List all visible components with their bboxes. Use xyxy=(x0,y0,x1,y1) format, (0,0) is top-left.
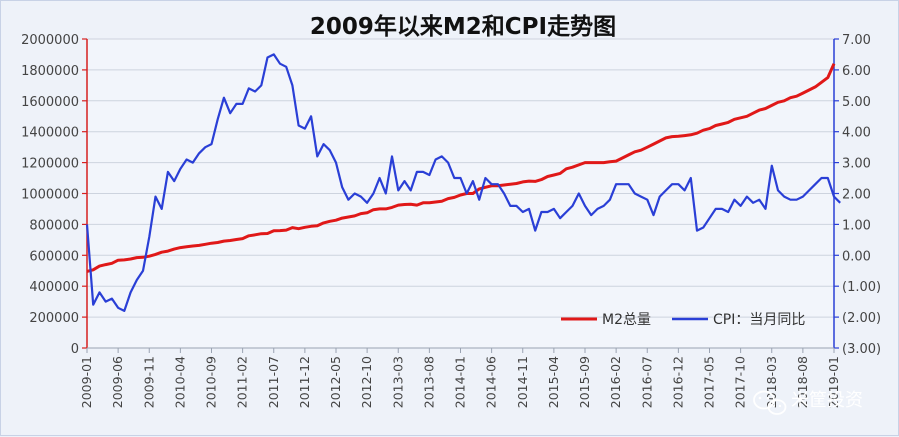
x-tick-label: 2009-01 xyxy=(79,356,94,408)
y-left-tick-label: 400000 xyxy=(29,280,79,295)
y-left-tick-label: 1400000 xyxy=(21,126,79,141)
x-tick-label: 2014-01 xyxy=(453,356,468,408)
y-right-tick-label: (1.00) xyxy=(842,280,881,295)
x-tick-label: 2012-10 xyxy=(359,356,374,408)
x-tick-label: 2013-03 xyxy=(390,356,405,408)
y-right-tick-label: 6.00 xyxy=(842,64,871,79)
legend-label-cpi: CPI：当月同比 xyxy=(713,312,805,328)
x-tick-label: 2012-05 xyxy=(328,356,343,408)
watermark-text: 米筐投资 xyxy=(791,390,863,411)
series-lines xyxy=(85,53,841,312)
y-right-tick-label: 7.00 xyxy=(842,33,871,48)
x-tick-label: 2014-06 xyxy=(484,356,499,408)
x-tick-label: 2015-04 xyxy=(546,356,561,408)
x-tick-label: 2011-02 xyxy=(235,356,250,408)
wechat-icon xyxy=(753,390,787,415)
y-left-tick-label: 1800000 xyxy=(21,64,79,79)
y-left-tick-label: 0 xyxy=(71,342,79,357)
x-tick-label: 2010-04 xyxy=(172,356,187,408)
x-tick-label: 2016-12 xyxy=(670,356,685,408)
x-tick-label: 2017-05 xyxy=(702,356,717,408)
x-tick-label: 2015-09 xyxy=(577,356,592,408)
x-tick-label: 2019-01 xyxy=(826,356,841,408)
legend: M2总量 CPI：当月同比 xyxy=(561,312,805,328)
y-left-tick-label: 1000000 xyxy=(21,188,79,203)
gridlines xyxy=(87,38,834,349)
legend-label-m2: M2总量 xyxy=(602,312,651,328)
x-tick-label: 2009-06 xyxy=(110,356,125,408)
y-right-tick-label: 0.00 xyxy=(842,249,871,264)
y-right-tick-label: (3.00) xyxy=(842,342,881,357)
y-left-tick-label: 200000 xyxy=(29,311,79,326)
x-tick-label: 2018-03 xyxy=(764,356,779,408)
y-left-tick-label: 1200000 xyxy=(21,157,79,172)
x-tick-label: 2009-11 xyxy=(141,356,156,408)
x-tick-label: 2016-02 xyxy=(608,356,623,408)
y-right-tick-label: 4.00 xyxy=(842,126,871,141)
y-right-tick-label: 3.00 xyxy=(842,157,871,172)
x-tick-label: 2010-09 xyxy=(204,356,219,408)
y-left-tick-label: 800000 xyxy=(29,218,79,233)
y-right-tick-label: 1.00 xyxy=(842,218,871,233)
axes: 0 200000 400000 600000 800000 1000000 1200000 1… xyxy=(21,33,881,408)
x-tick-label: 2017-10 xyxy=(733,356,748,408)
chart-title: 2009年以来M2和CPI走势图 xyxy=(310,13,616,40)
series-line-cpi xyxy=(85,53,841,312)
x-tick-label: 2013-08 xyxy=(421,356,436,408)
x-tick-label: 2018-08 xyxy=(795,356,810,408)
x-tick-label: 2016-07 xyxy=(639,356,654,408)
y-left-tick-label: 1600000 xyxy=(21,95,79,110)
y-right-tick-label: 5.00 xyxy=(842,95,871,110)
y-right-tick-label: 2.00 xyxy=(842,188,871,203)
x-tick-label: 2011-07 xyxy=(266,356,281,408)
series-line-m2 xyxy=(86,63,836,273)
y-left-tick-label: 2000000 xyxy=(21,33,79,48)
y-left-tick-label: 600000 xyxy=(29,249,79,264)
x-tick-label: 2014-11 xyxy=(515,356,530,408)
x-tick-label: 2011-12 xyxy=(297,356,312,408)
watermark: 米筐投资 xyxy=(753,390,863,415)
y-right-tick-label: (2.00) xyxy=(842,311,881,326)
